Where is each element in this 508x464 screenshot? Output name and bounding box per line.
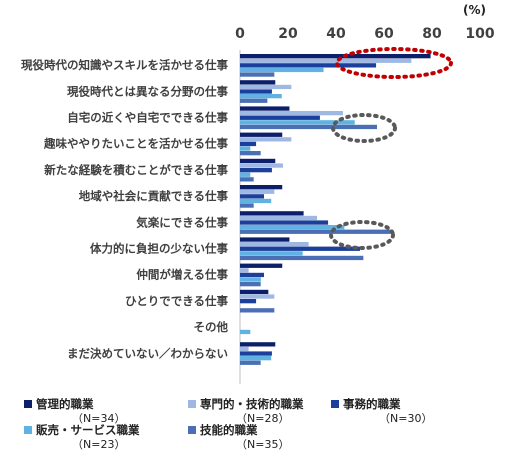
bar <box>240 211 304 216</box>
legend: 管理的職業（N=34） 専門的・技術的職業（N=28） 事務的職業（N=30） 販売・… <box>24 397 432 451</box>
unit-label: (%) <box>463 3 486 17</box>
highlight-ellipse-gray <box>329 220 395 250</box>
legend-label: 事務的職業 <box>343 397 401 411</box>
bar <box>240 268 249 273</box>
highlight-ellipses <box>329 47 453 250</box>
legend-label: 管理的職業 <box>36 397 94 411</box>
x-tick-label: 20 <box>278 26 298 42</box>
bar <box>240 111 343 116</box>
bar <box>240 225 345 230</box>
x-axis-ticks: 0 20 40 60 80 100 <box>235 26 495 42</box>
bar <box>240 177 254 182</box>
highlight-ellipse-red <box>335 47 453 79</box>
category-label: 地域や社会に貢献できる仕事 <box>79 189 229 203</box>
bar <box>240 132 283 137</box>
legend-label: 販売・サービス職業 <box>36 423 140 437</box>
bar <box>240 308 275 313</box>
bar <box>240 351 272 356</box>
bar <box>240 282 261 287</box>
bar <box>240 158 276 164</box>
bar <box>240 63 377 68</box>
bar <box>240 115 320 120</box>
category-label: 現役時代の知識やスキルを活かせる仕事 <box>21 58 228 72</box>
bar <box>240 120 355 125</box>
bar <box>240 106 290 111</box>
category-label: 新たな経験を積むことができる仕事 <box>44 163 228 177</box>
bar <box>240 185 283 190</box>
bar <box>240 89 272 94</box>
bar <box>240 215 318 221</box>
bar <box>240 80 276 85</box>
bar <box>240 172 251 177</box>
bar <box>240 58 412 63</box>
category-label: 体力的に負担の少ない仕事 <box>90 242 228 256</box>
bar <box>240 255 364 261</box>
category-label: 趣味ややりたいことを活かせる仕事 <box>43 137 228 151</box>
highlight-ellipse-gray <box>331 113 397 143</box>
legend-swatch <box>24 400 32 408</box>
bar <box>240 98 268 103</box>
bar <box>240 329 251 335</box>
bar <box>240 360 261 365</box>
category-label: ひとりでできる仕事 <box>125 294 228 308</box>
legend-n-label: （N=35） <box>236 438 289 451</box>
bar <box>240 72 275 77</box>
bar <box>240 203 254 208</box>
bar <box>240 342 276 347</box>
category-label: 現役時代とは異なる分野の仕事 <box>67 84 228 98</box>
bar <box>240 246 360 251</box>
bar <box>240 198 272 204</box>
bar <box>240 67 324 73</box>
bar-series <box>240 54 431 365</box>
bar <box>240 229 391 234</box>
x-tick-label: 0 <box>235 26 245 42</box>
bar <box>240 54 431 59</box>
bar <box>240 272 264 278</box>
bar <box>240 189 275 194</box>
bar <box>240 168 272 173</box>
x-tick-label: 80 <box>422 26 442 42</box>
legend-n-label: （N=28） <box>236 412 289 425</box>
bar <box>240 151 261 156</box>
legend-swatch <box>188 426 196 434</box>
bar <box>240 141 257 147</box>
bar <box>240 194 264 199</box>
category-label: 自宅の近くや自宅でできる仕事 <box>67 111 228 125</box>
bar <box>240 251 303 256</box>
category-label: 仲間が増える仕事 <box>136 268 228 282</box>
category-labels: 現役時代の知識やスキルを活かせる仕事現役時代とは異なる分野の仕事自宅の近くや自宅… <box>21 58 228 360</box>
bar <box>240 294 275 299</box>
x-tick-label: 60 <box>374 26 394 42</box>
x-tick-label: 100 <box>465 26 494 42</box>
bar <box>240 124 378 130</box>
bar <box>240 94 282 99</box>
bar <box>240 220 329 225</box>
bar <box>240 277 261 282</box>
category-label: その他 <box>194 320 229 334</box>
bar <box>240 263 283 268</box>
bar <box>240 299 257 304</box>
legend-n-label: （N=34） <box>72 412 125 425</box>
category-label: まだ決めていない／わからない <box>67 346 228 360</box>
legend-swatch <box>24 426 32 434</box>
bar <box>240 242 309 247</box>
bar <box>240 237 290 242</box>
bar <box>240 346 249 352</box>
x-tick-label: 40 <box>326 26 346 42</box>
legend-swatch <box>331 400 339 408</box>
category-label: 気楽にできる仕事 <box>136 215 228 229</box>
bar <box>240 163 283 168</box>
legend-label: 技能的職業 <box>200 423 258 437</box>
legend-label: 専門的・技術的職業 <box>200 397 304 411</box>
bar <box>240 146 251 151</box>
bar <box>240 289 269 295</box>
legend-n-label: （N=30） <box>379 412 432 425</box>
bar <box>240 137 292 142</box>
legend-n-label: （N=23） <box>72 438 125 451</box>
bar <box>240 356 272 361</box>
legend-swatch <box>188 400 196 408</box>
bar <box>240 84 292 90</box>
